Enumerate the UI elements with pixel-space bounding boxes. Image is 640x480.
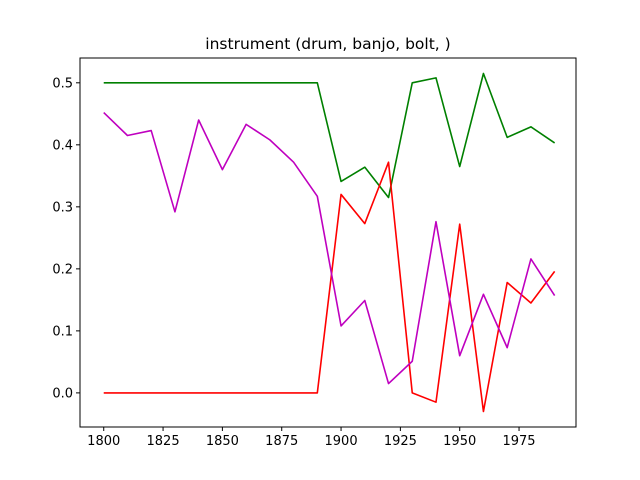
- x-tick-label: 1850: [206, 434, 239, 449]
- x-tick-label: 1975: [502, 434, 535, 449]
- series-line-0: [103, 72, 556, 199]
- y-tick-label: 0.1: [52, 324, 73, 339]
- series-line-2: [103, 111, 556, 385]
- series-line-1: [103, 161, 556, 413]
- x-tick-label: 1900: [325, 434, 358, 449]
- y-tick-label: 0.0: [52, 386, 73, 401]
- y-tick-label: 0.4: [52, 138, 73, 153]
- plot-frame: [79, 57, 577, 428]
- x-tick-label: 1875: [265, 434, 298, 449]
- x-tick-label: 1800: [87, 434, 120, 449]
- x-tick-label: 1925: [384, 434, 417, 449]
- x-axis: 1800 1825 1850 1875 1900 1925 1950 1975: [87, 427, 536, 449]
- series-layer: [103, 72, 556, 413]
- y-tick-label: 0.5: [52, 76, 73, 91]
- y-tick-label: 0.2: [52, 262, 73, 277]
- x-tick-label: 1950: [443, 434, 476, 449]
- y-tick-label: 0.3: [52, 200, 73, 215]
- y-axis: 0.0 0.1 0.2 0.3 0.4 0.5: [52, 76, 80, 401]
- chart-title: instrument (drum, banjo, bolt, ): [205, 35, 450, 53]
- x-tick-label: 1825: [147, 434, 180, 449]
